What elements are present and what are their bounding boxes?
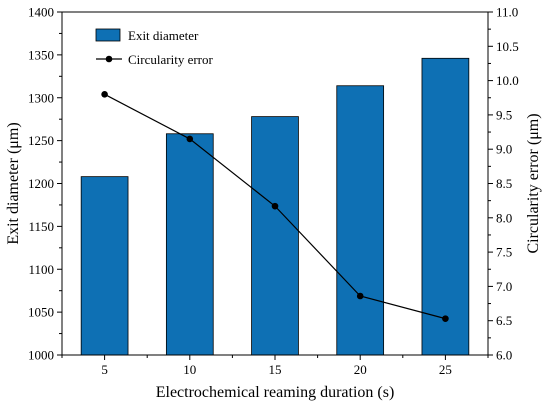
- circularity-error-point: [271, 202, 279, 210]
- line-layer: [101, 91, 449, 322]
- y2-tick-label: 7.0: [496, 279, 512, 294]
- x-axis-title: Electrochemical reaming duration (s): [156, 384, 395, 401]
- legend-line-marker: [105, 55, 113, 63]
- y2-tick-label: 6.5: [496, 313, 512, 328]
- y-tick-label: 1050: [28, 305, 54, 320]
- circularity-error-point: [442, 315, 449, 322]
- y-tick-label: 1350: [28, 47, 54, 62]
- y-axis-title: Exit diameter (μm): [5, 122, 22, 244]
- y2-tick-label: 6.0: [496, 348, 512, 363]
- y2-tick-label: 10.0: [496, 73, 519, 88]
- y-tick-label: 1150: [28, 219, 54, 234]
- x-tick-label: 20: [354, 362, 367, 377]
- legend-circularity-error-label: Circularity error: [128, 52, 213, 67]
- bars-layer: [80, 57, 470, 356]
- legend-bar-swatch: [95, 28, 121, 42]
- bar: [80, 176, 129, 356]
- y-tick-label: 1100: [28, 262, 54, 277]
- legend: Exit diameter Circularity error: [95, 28, 213, 67]
- legend-exit-diameter-label: Exit diameter: [128, 28, 199, 43]
- circularity-error-point: [101, 91, 108, 98]
- y-tick-label: 1250: [28, 133, 54, 148]
- bar: [421, 57, 470, 356]
- bar: [251, 116, 299, 356]
- x-tick-label: 5: [101, 362, 108, 377]
- y-tick-label: 1400: [28, 5, 54, 20]
- y2-tick-label: 8.5: [496, 176, 512, 191]
- bar: [336, 85, 385, 356]
- y2-tick-label: 9.0: [496, 142, 512, 157]
- x-tick-label: 10: [183, 362, 196, 377]
- y-tick-label: 1000: [28, 348, 54, 363]
- x-tick-label: 25: [439, 362, 452, 377]
- x-tick-label: 15: [269, 362, 282, 377]
- axes-layer: 1000 1050 1100 1150 1200 1250 1300 1350 1400 6.0 6…: [28, 5, 519, 378]
- circularity-error-point: [186, 135, 194, 143]
- circularity-error-point: [356, 292, 364, 300]
- y-tick-label: 1300: [28, 90, 54, 105]
- bar: [165, 133, 214, 356]
- y2-tick-label: 11.0: [496, 5, 518, 20]
- y-tick-label: 1200: [28, 176, 54, 191]
- y2-tick-label: 9.5: [496, 107, 512, 122]
- y2-axis-title: Circularity error (μm): [525, 113, 542, 253]
- y2-tick-label: 8.0: [496, 210, 512, 225]
- y2-tick-label: 7.5: [496, 245, 512, 260]
- y2-tick-label: 10.5: [496, 39, 519, 54]
